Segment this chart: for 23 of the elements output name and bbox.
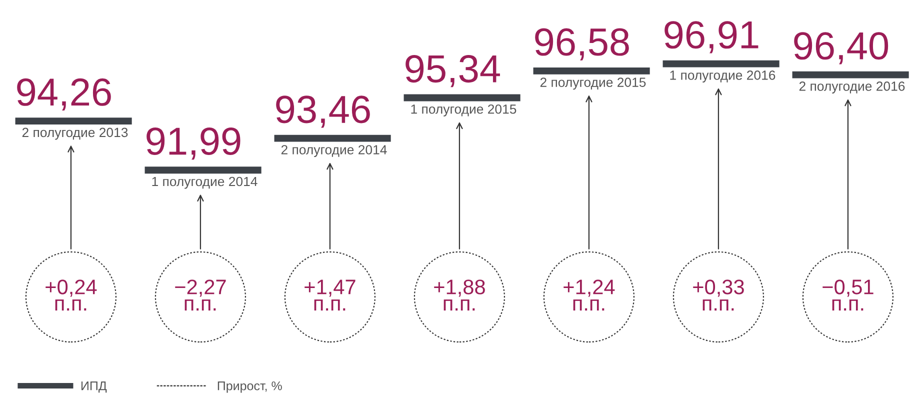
data-label: +1,47 п.п. xyxy=(304,280,356,311)
legend-label: Прирост, % xyxy=(218,381,282,393)
data-label: 96,58 xyxy=(535,28,629,60)
data-label: 96,91 xyxy=(664,21,758,54)
category-label: 1 полугодие 2015 xyxy=(411,104,516,116)
data-label: 93,46 xyxy=(276,96,370,128)
category-label: 2 полугодие 2016 xyxy=(799,82,905,94)
category-label: 2 полугодие 2015 xyxy=(540,78,646,90)
category-label: 2 полугодие 2013 xyxy=(22,128,128,140)
category-label: 1 полугодие 2014 xyxy=(152,176,258,189)
data-label: +0,33 п.п. xyxy=(693,280,744,311)
data-label: −0,51 п.п. xyxy=(822,280,874,311)
data-label: +1,88 п.п. xyxy=(434,280,485,311)
data-label: +0,24 п.п. xyxy=(46,280,97,311)
data-label: 91,99 xyxy=(146,127,240,160)
data-label: +1,24 п.п. xyxy=(564,280,615,311)
data-label: 95,34 xyxy=(406,55,500,88)
category-label: 2 полугодие 2014 xyxy=(281,145,387,158)
data-label: 96,40 xyxy=(794,32,888,64)
data-label: −2,27 п.п. xyxy=(175,280,226,311)
data-label: 94,26 xyxy=(17,78,111,111)
category-label: 1 полугодие 2016 xyxy=(670,70,776,82)
legend-label: ИПД xyxy=(81,382,107,393)
